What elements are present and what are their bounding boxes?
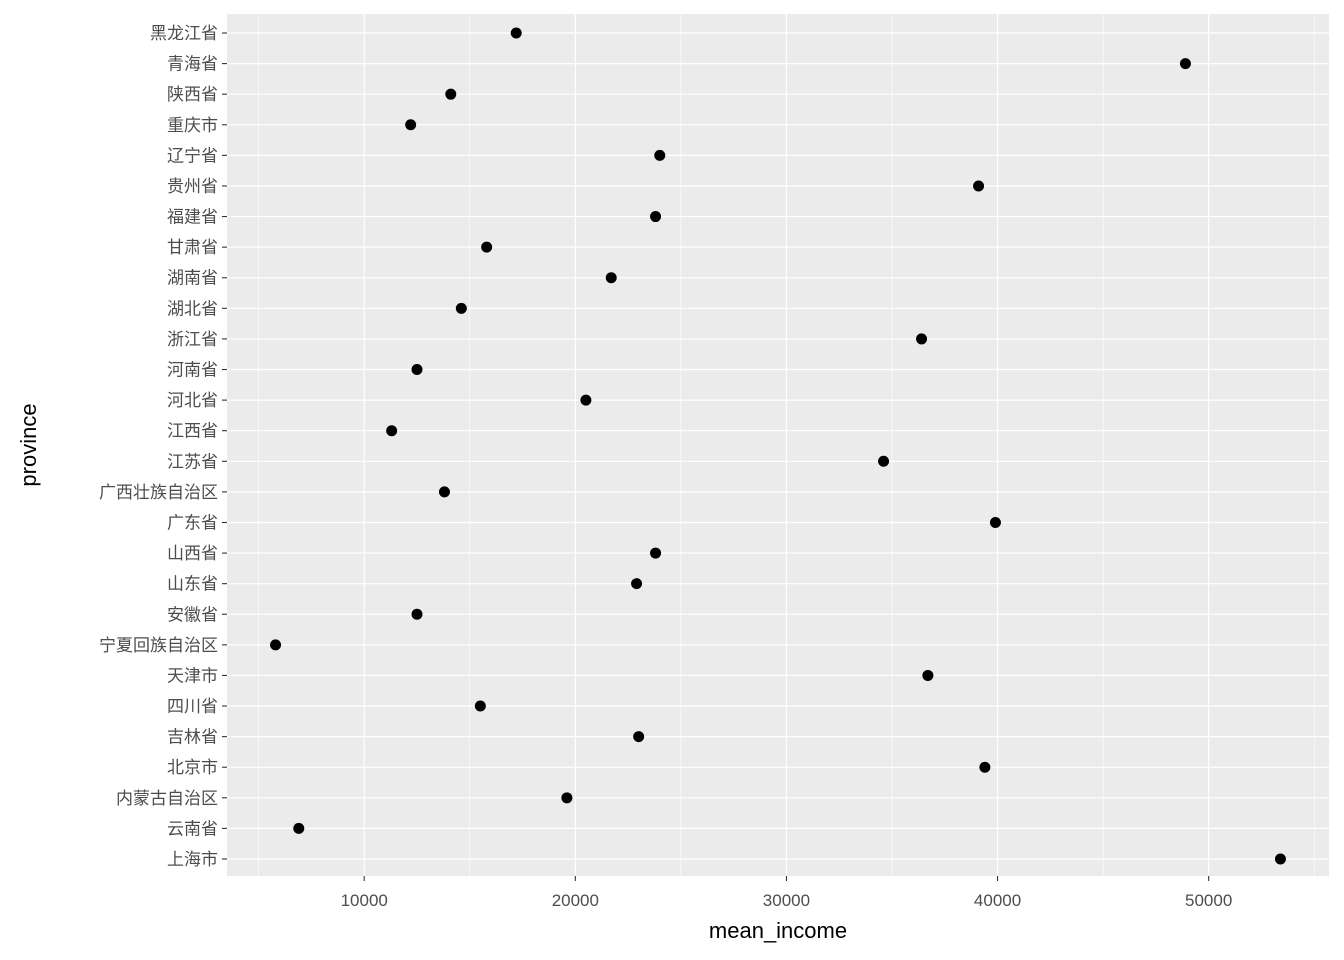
y-tick-label: 广西壮族自治区 bbox=[99, 483, 218, 502]
y-tick-label: 云南省 bbox=[167, 819, 218, 838]
y-tick-label: 安徽省 bbox=[167, 605, 218, 624]
data-point bbox=[293, 822, 305, 834]
data-point bbox=[633, 731, 645, 743]
x-axis-title: mean_income bbox=[709, 918, 847, 943]
y-axis-title: province bbox=[16, 403, 41, 486]
data-point bbox=[631, 578, 643, 590]
y-tick-label: 广东省 bbox=[167, 513, 218, 532]
data-point bbox=[445, 88, 457, 100]
y-tick-label: 内蒙古自治区 bbox=[116, 789, 218, 808]
y-tick-label: 甘肃省 bbox=[167, 238, 218, 257]
data-point bbox=[580, 394, 592, 406]
data-point bbox=[1179, 58, 1191, 70]
y-tick-label: 天津市 bbox=[167, 666, 218, 685]
y-tick-label: 北京市 bbox=[167, 758, 218, 777]
data-point bbox=[474, 700, 486, 712]
data-point bbox=[973, 180, 985, 192]
x-tick-label: 30000 bbox=[763, 891, 810, 910]
y-tick-label: 河南省 bbox=[167, 361, 218, 380]
y-tick-label: 山东省 bbox=[167, 575, 218, 594]
y-tick-label: 吉林省 bbox=[167, 728, 218, 747]
y-tick-label: 四川省 bbox=[167, 697, 218, 716]
data-point bbox=[411, 608, 423, 620]
y-tick-label: 贵州省 bbox=[167, 177, 218, 196]
y-tick-label: 黑龙江省 bbox=[150, 24, 218, 43]
data-point bbox=[979, 761, 991, 773]
data-point bbox=[561, 792, 573, 804]
y-tick-label: 青海省 bbox=[167, 55, 218, 74]
data-point bbox=[481, 241, 493, 253]
y-tick-label: 宁夏回族自治区 bbox=[99, 636, 218, 655]
plot-panel bbox=[227, 14, 1329, 876]
y-tick-label: 河北省 bbox=[167, 391, 218, 410]
y-tick-label: 湖南省 bbox=[167, 269, 218, 288]
y-tick-label: 山西省 bbox=[167, 544, 218, 563]
data-point bbox=[650, 547, 662, 559]
y-tick-label: 浙江省 bbox=[167, 330, 218, 349]
data-point bbox=[405, 119, 417, 131]
data-point bbox=[916, 333, 928, 345]
y-tick-label: 湖北省 bbox=[167, 299, 218, 318]
y-tick-label: 辽宁省 bbox=[167, 146, 218, 165]
x-tick-label: 20000 bbox=[552, 891, 599, 910]
x-axis: 10000 20000 30000 40000 50000 bbox=[341, 876, 1232, 910]
data-point bbox=[654, 149, 666, 161]
y-tick-label: 上海市 bbox=[167, 850, 218, 869]
data-point bbox=[605, 272, 617, 284]
y-tick-label: 重庆市 bbox=[167, 116, 218, 135]
y-tick-label: 福建省 bbox=[167, 208, 218, 227]
gridlines bbox=[227, 14, 1329, 876]
data-point bbox=[411, 364, 423, 376]
data-point bbox=[438, 486, 450, 498]
data-point bbox=[510, 27, 522, 39]
data-point bbox=[650, 211, 662, 223]
data-point bbox=[386, 425, 398, 437]
data-point bbox=[922, 669, 934, 681]
data-point bbox=[1274, 853, 1286, 865]
data-point bbox=[989, 516, 1001, 528]
x-tick-label: 10000 bbox=[341, 891, 388, 910]
y-axis: 上海市 云南省 内蒙古自治区 北京市 吉林省 四川省 天津市 宁夏回族自治区 安徽省 山东省 山西省… bbox=[99, 24, 227, 869]
points bbox=[270, 27, 1286, 865]
y-tick-label: 江苏省 bbox=[167, 452, 218, 471]
x-tick-label: 40000 bbox=[974, 891, 1021, 910]
data-point bbox=[270, 639, 282, 651]
x-tick-label: 50000 bbox=[1185, 891, 1232, 910]
y-tick-label: 陕西省 bbox=[167, 85, 218, 104]
y-tick-label: 江西省 bbox=[167, 422, 218, 441]
data-point bbox=[455, 302, 467, 314]
data-point bbox=[878, 455, 890, 467]
